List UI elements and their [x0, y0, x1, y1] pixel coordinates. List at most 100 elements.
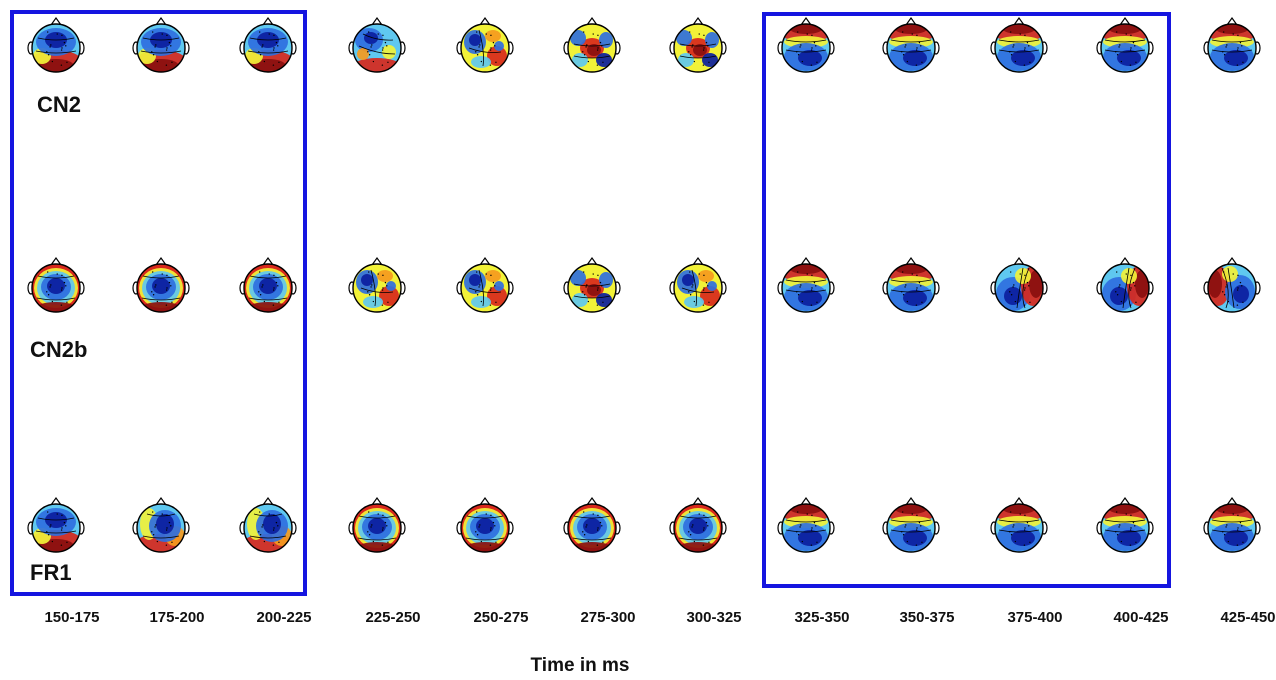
condition-label: CN2b — [30, 337, 88, 362]
scalp-map — [239, 496, 297, 553]
head-outline — [781, 503, 831, 553]
scalp-map — [27, 16, 85, 73]
scalp-map — [1203, 16, 1261, 73]
scalp-map — [882, 496, 940, 553]
head-outline — [31, 23, 81, 73]
time-window-label: 225-250 — [365, 609, 421, 626]
scalp-map — [27, 496, 85, 553]
nose-shape — [586, 256, 598, 266]
scalp-map — [563, 16, 621, 73]
nose-shape — [800, 256, 812, 266]
time-window-label: 275-300 — [580, 609, 636, 626]
head-outline — [243, 23, 293, 73]
head-outline — [460, 503, 510, 553]
nose-shape — [371, 496, 383, 506]
nose-shape — [586, 496, 598, 506]
nose-shape — [1119, 16, 1131, 26]
head-outline — [673, 263, 723, 313]
head-outline — [136, 503, 186, 553]
nose-shape — [905, 16, 917, 26]
head-outline — [886, 263, 936, 313]
nose-shape — [155, 256, 167, 266]
nose-shape — [479, 256, 491, 266]
time-window-label: 425-450 — [1220, 609, 1276, 626]
head-outline — [31, 263, 81, 313]
scalp-map — [777, 496, 835, 553]
scalp-map — [456, 16, 514, 73]
nose-shape — [692, 496, 704, 506]
nose-shape — [1119, 496, 1131, 506]
scalp-map — [563, 256, 621, 313]
nose-shape — [371, 256, 383, 266]
head-outline — [460, 263, 510, 313]
nose-shape — [155, 496, 167, 506]
head-outline — [567, 23, 617, 73]
scalp-map — [348, 256, 406, 313]
highlight-box — [762, 12, 1171, 588]
scalp-map — [777, 16, 835, 73]
nose-shape — [905, 496, 917, 506]
nose-shape — [692, 16, 704, 26]
time-window-label: 250-275 — [473, 609, 529, 626]
scalp-map — [669, 496, 727, 553]
head-outline — [886, 503, 936, 553]
head-outline — [460, 23, 510, 73]
head-outline — [1207, 503, 1257, 553]
topography-grid — [27, 16, 1261, 553]
nose-shape — [262, 496, 274, 506]
time-window-label: 150-175 — [44, 609, 100, 626]
scalp-map — [132, 16, 190, 73]
head-outline — [994, 263, 1044, 313]
head-outline — [781, 263, 831, 313]
scalp-map — [132, 496, 190, 553]
scalp-map — [456, 256, 514, 313]
scalp-map — [239, 256, 297, 313]
nose-shape — [50, 256, 62, 266]
time-window-label: 300-325 — [686, 609, 742, 626]
scalp-map — [563, 496, 621, 553]
highlight-box — [10, 10, 307, 596]
head-outline — [1207, 263, 1257, 313]
scalp-map — [777, 256, 835, 313]
scalp-map — [1203, 496, 1261, 553]
head-outline — [673, 503, 723, 553]
scalp-map — [27, 256, 85, 313]
scalp-map — [1096, 16, 1154, 73]
head-outline — [567, 263, 617, 313]
nose-shape — [905, 256, 917, 266]
nose-shape — [50, 16, 62, 26]
time-window-label: 200-225 — [256, 609, 312, 626]
nose-shape — [1013, 16, 1025, 26]
nose-shape — [479, 16, 491, 26]
head-outline — [1100, 23, 1150, 73]
head-outline — [136, 263, 186, 313]
scalp-map — [990, 16, 1048, 73]
nose-shape — [800, 496, 812, 506]
scalp-map — [1096, 496, 1154, 553]
nose-shape — [586, 16, 598, 26]
scalp-map — [348, 496, 406, 553]
nose-shape — [692, 256, 704, 266]
nose-shape — [262, 16, 274, 26]
nose-shape — [479, 496, 491, 506]
head-outline — [994, 23, 1044, 73]
scalp-map — [882, 256, 940, 313]
scalp-map — [348, 16, 406, 73]
head-outline — [31, 503, 81, 553]
nose-shape — [262, 256, 274, 266]
nose-shape — [155, 16, 167, 26]
head-outline — [136, 23, 186, 73]
time-window-label: 375-400 — [1007, 609, 1063, 626]
scalp-map — [239, 16, 297, 73]
scalp-map — [1203, 256, 1261, 313]
nose-shape — [1226, 496, 1238, 506]
head-outline — [1100, 503, 1150, 553]
head-outline — [567, 503, 617, 553]
time-window-label: 175-200 — [149, 609, 205, 626]
scalp-map — [1096, 256, 1154, 313]
scalp-map — [669, 256, 727, 313]
condition-label: CN2 — [37, 92, 82, 117]
nose-shape — [1119, 256, 1131, 266]
nose-shape — [1226, 16, 1238, 26]
scalp-map — [456, 496, 514, 553]
